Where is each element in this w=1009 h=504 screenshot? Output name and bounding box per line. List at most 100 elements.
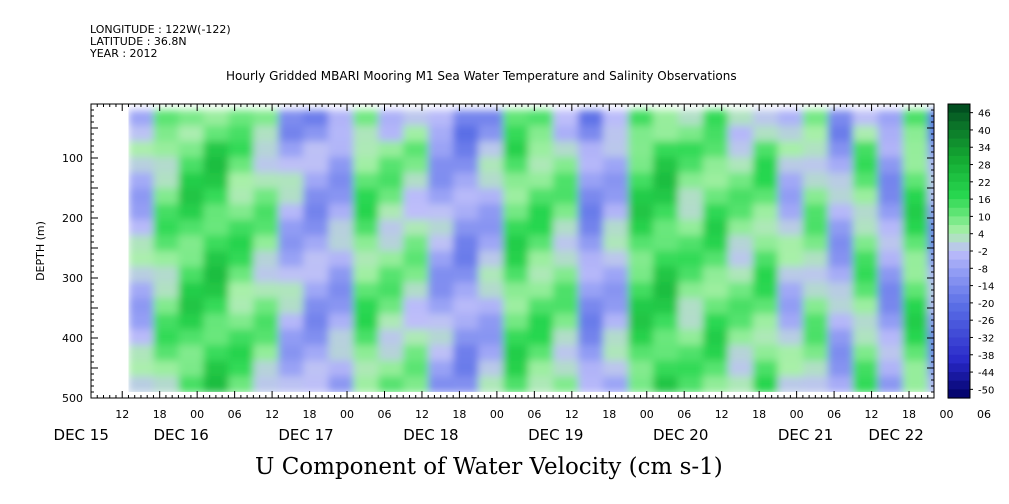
field-cell	[727, 266, 754, 284]
field-cell	[752, 282, 779, 299]
colorbar-label: -26	[978, 316, 994, 327]
field-cell	[503, 251, 530, 268]
field-cell	[328, 188, 355, 205]
field-cell	[253, 110, 280, 127]
field-cell	[503, 235, 530, 252]
field-cell	[528, 360, 555, 378]
field-cell	[253, 141, 280, 158]
field-cell	[702, 188, 729, 205]
field-cell	[902, 329, 929, 346]
field-cell	[353, 298, 380, 315]
field-cell	[827, 251, 854, 268]
field-cell	[278, 219, 305, 237]
field-cell	[677, 188, 704, 205]
field-cell	[777, 376, 804, 393]
field-cell	[528, 298, 555, 315]
field-cell	[228, 110, 255, 127]
field-cell	[902, 157, 929, 174]
field-cell	[578, 345, 605, 362]
y-tick-label: 500	[62, 392, 83, 405]
field-cell	[478, 188, 505, 205]
colorbar-label: -2	[978, 247, 988, 258]
field-cell	[428, 345, 455, 362]
field-cell	[153, 219, 180, 237]
field-cell	[902, 266, 929, 284]
field-cell	[877, 266, 904, 284]
field-cell	[328, 345, 355, 362]
field-cell	[303, 141, 330, 158]
field-cell	[428, 298, 455, 315]
field-cell	[178, 172, 205, 190]
x-hour-label: 12	[115, 408, 129, 421]
field-cell	[802, 345, 829, 362]
field-cell	[927, 219, 934, 237]
field-cell	[827, 329, 854, 346]
field-cell	[727, 313, 754, 331]
variable-title: U Component of Water Velocity (cm s-1)	[255, 454, 723, 480]
field-cell	[203, 266, 230, 284]
field-cell	[428, 141, 455, 158]
x-hour-label: 18	[303, 408, 317, 421]
field-cell	[253, 345, 280, 362]
field-cell	[253, 298, 280, 315]
field-cell	[328, 360, 355, 378]
field-cell	[203, 376, 230, 393]
x-day-label: DEC 20	[653, 426, 708, 444]
field-cell	[927, 172, 934, 190]
field-cell	[578, 188, 605, 205]
field-cell	[802, 141, 829, 158]
field-cell	[328, 172, 355, 190]
field-cell	[628, 266, 654, 284]
field-cell	[852, 313, 879, 331]
field-cell	[603, 157, 630, 174]
field-cell	[303, 219, 330, 237]
field-cell	[752, 313, 779, 331]
field-cell	[503, 345, 530, 362]
field-cell	[203, 188, 230, 205]
field-cell	[453, 110, 480, 127]
field-cell	[453, 188, 480, 205]
field-cell	[228, 266, 255, 284]
field-cell	[927, 204, 934, 221]
field-cell	[927, 298, 934, 315]
field-cell	[453, 204, 480, 221]
field-cell	[303, 172, 330, 190]
colorbar-label: -14	[978, 282, 994, 293]
field-cell	[228, 298, 255, 315]
field-cell	[278, 235, 305, 252]
field-cell	[453, 251, 480, 268]
field-cell	[253, 251, 280, 268]
field-cell	[378, 125, 405, 143]
field-cell	[852, 376, 879, 393]
field-cell	[802, 219, 829, 237]
field-cell	[528, 282, 555, 299]
field-cell	[253, 266, 280, 284]
field-cell	[603, 266, 630, 284]
colorbar-swatch	[948, 320, 970, 330]
field-cell	[203, 251, 230, 268]
field-cell	[353, 172, 380, 190]
field-cell	[153, 376, 180, 393]
colorbar-swatch	[948, 259, 970, 269]
field-cell	[752, 157, 779, 174]
field-cell	[927, 282, 934, 299]
field-cell	[428, 376, 455, 393]
field-cell	[702, 298, 729, 315]
field-cell	[677, 110, 704, 127]
field-cell	[927, 125, 934, 143]
field-cell	[653, 298, 679, 315]
field-cell	[628, 282, 654, 299]
field-cell	[802, 313, 829, 331]
field-cell	[777, 282, 804, 299]
field-cell	[628, 125, 654, 143]
field-cell	[353, 282, 380, 299]
field-cell	[653, 313, 679, 331]
field-cell	[777, 125, 804, 143]
y-tick-label: 400	[62, 332, 83, 345]
axis-ticks	[90, 104, 935, 399]
field-cell	[503, 329, 530, 346]
field-cell	[478, 313, 505, 331]
field-cell	[428, 329, 455, 346]
field-cell	[503, 172, 530, 190]
no-data-region	[91, 104, 129, 398]
